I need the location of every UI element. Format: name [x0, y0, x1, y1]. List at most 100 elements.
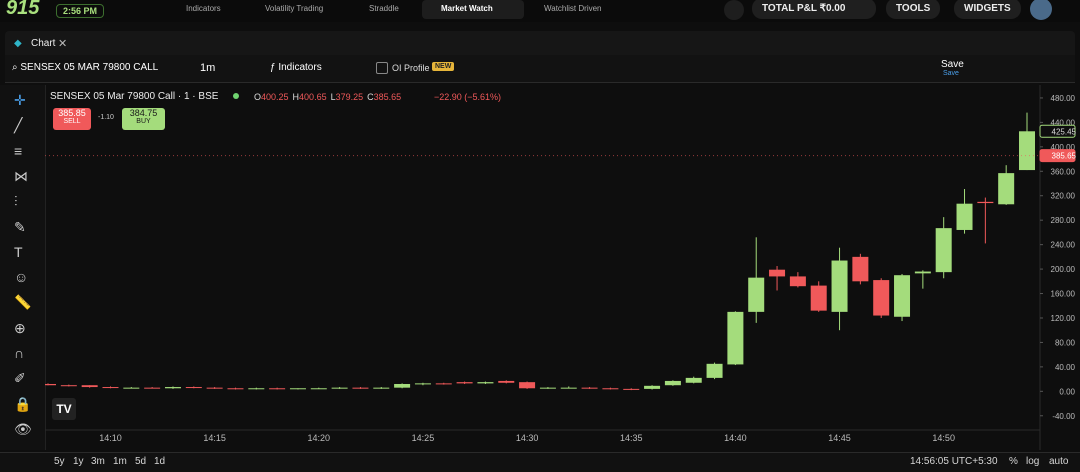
- range-button[interactable]: 5y: [54, 456, 65, 467]
- symbol-search[interactable]: ⌕ SENSEX 05 MAR 79800 CALL: [12, 62, 159, 73]
- active-tab-bg: [422, 0, 524, 19]
- interval[interactable]: 1m: [200, 62, 216, 74]
- candle-body: [60, 385, 77, 387]
- basket-icon[interactable]: [724, 0, 744, 20]
- range-button[interactable]: 3m: [91, 456, 105, 467]
- y-tick-label: 480.00: [1051, 94, 1076, 103]
- x-tick-label: 14:30: [516, 433, 539, 443]
- candle-body: [435, 383, 452, 385]
- tab[interactable]: Market Watch: [441, 4, 493, 13]
- y-tick-label: 80.00: [1055, 338, 1076, 347]
- price-marker-label: 425.45: [1052, 127, 1077, 136]
- auto-toggle[interactable]: auto: [1049, 456, 1069, 467]
- candle-body: [185, 387, 202, 389]
- price-marker: [1039, 124, 1076, 138]
- x-tick-label: 14:15: [203, 433, 226, 443]
- tab[interactable]: Straddle: [369, 4, 399, 13]
- save-sub: Save: [943, 70, 959, 77]
- chart: -40.00 0.00 40.00 80.00 120.00 160.00 200.00 24…: [45, 85, 1077, 450]
- candle-body: [748, 277, 765, 312]
- buy-price: 384.75: [129, 108, 158, 118]
- y-tick-label: 160.00: [1051, 290, 1076, 299]
- spread: -1.10: [98, 114, 114, 121]
- tool-icon[interactable]: ≡: [14, 142, 23, 159]
- log-toggle[interactable]: log: [1026, 456, 1040, 467]
- indicators-button[interactable]: ƒ Indicators: [270, 62, 322, 73]
- tool-icon[interactable]: 🔒: [14, 395, 32, 412]
- sell-price: 385.85: [58, 108, 86, 118]
- x-tick-label: 14:25: [412, 433, 435, 443]
- range-button[interactable]: 1d: [154, 456, 166, 467]
- pnl-button[interactable]: TOTAL P&L ₹0.00: [752, 0, 876, 19]
- new-badge: NEW: [432, 62, 455, 71]
- candle-body: [352, 387, 369, 389]
- chart-tab-title[interactable]: Chart: [31, 38, 56, 49]
- tool-icon[interactable]: 📏: [14, 294, 32, 311]
- tools-button[interactable]: TOOLS: [886, 0, 941, 19]
- save-button[interactable]: Save: [941, 59, 964, 70]
- tool-icon[interactable]: ☺: [14, 269, 29, 286]
- candle-body: [519, 382, 536, 389]
- tool-icon[interactable]: ⋈: [14, 167, 28, 184]
- ohlc-key: C: [367, 92, 374, 102]
- tool-icon[interactable]: ⫶: [14, 193, 18, 210]
- y-tick-label: 320.00: [1051, 192, 1076, 201]
- tool-icon[interactable]: ✎: [14, 218, 26, 235]
- oi-profile[interactable]: OI Profile: [392, 63, 430, 73]
- clock: 2:56 PM: [56, 4, 105, 18]
- status-dot: [233, 93, 239, 99]
- y-tick-label: 0.00: [1059, 387, 1075, 396]
- legend-symbol: SENSEX 05 Mar 79800 Call · 1 · BSE: [50, 91, 219, 102]
- candle-body: [727, 311, 744, 365]
- tool-icon[interactable]: 👁: [14, 420, 32, 437]
- candle-body: [852, 256, 869, 282]
- range-button[interactable]: 1y: [73, 456, 84, 467]
- tab[interactable]: Watchlist Driven: [544, 4, 602, 13]
- candle-body: [894, 275, 911, 317]
- logo[interactable]: 915: [6, 0, 40, 19]
- candle-body: [831, 260, 848, 312]
- widgets-button[interactable]: WIDGETS: [954, 0, 1021, 19]
- change: −22.90 (−5.61%): [434, 92, 502, 102]
- candle-body: [102, 387, 119, 389]
- candle-body: [414, 383, 431, 385]
- candle-body: [331, 387, 348, 389]
- candle-body: [956, 203, 973, 230]
- tab[interactable]: Indicators: [186, 4, 221, 13]
- candle-body: [81, 385, 98, 388]
- tool-icon[interactable]: ∩: [14, 345, 25, 361]
- percent-toggle[interactable]: %: [1009, 456, 1018, 467]
- indicators-label: Indicators: [278, 62, 322, 73]
- sell-button[interactable]: 385.85 SELL: [53, 108, 91, 130]
- candle-body: [289, 388, 306, 390]
- y-tick-label: 120.00: [1051, 314, 1076, 323]
- candle-body: [164, 387, 181, 389]
- tool-icon[interactable]: ✐: [14, 370, 26, 387]
- candle-body: [227, 388, 244, 390]
- tool-icon[interactable]: T: [14, 243, 23, 260]
- tool-icon[interactable]: ╱: [14, 117, 23, 134]
- candle-body: [914, 271, 931, 274]
- close-icon[interactable]: ✕: [58, 38, 68, 50]
- candle-body: [623, 388, 640, 390]
- candle-body: [602, 388, 619, 390]
- x-tick-label: 14:35: [620, 433, 643, 443]
- tab[interactable]: Volatility Trading: [265, 4, 324, 13]
- buy-button[interactable]: 384.75 BUY: [122, 108, 165, 130]
- range-button[interactable]: 1m: [113, 456, 127, 467]
- tool-icon[interactable]: ⊕: [14, 319, 26, 336]
- buy-label: BUY: [136, 118, 151, 125]
- tool-icon[interactable]: ✛: [14, 92, 26, 108]
- checkbox[interactable]: [376, 62, 388, 74]
- candle-body: [998, 173, 1015, 205]
- clock-utc: 14:56:05 UTC+5:30: [910, 456, 998, 467]
- candle-body: [206, 387, 223, 389]
- ohlc-key: H: [292, 92, 300, 102]
- tv-logo: TV: [52, 398, 76, 420]
- avatar[interactable]: [1030, 0, 1052, 20]
- range-button[interactable]: 5d: [135, 456, 147, 467]
- y-tick-label: -40.00: [1052, 412, 1075, 421]
- x-tick-label: 14:50: [932, 433, 955, 443]
- bottom-bar: [0, 452, 1080, 472]
